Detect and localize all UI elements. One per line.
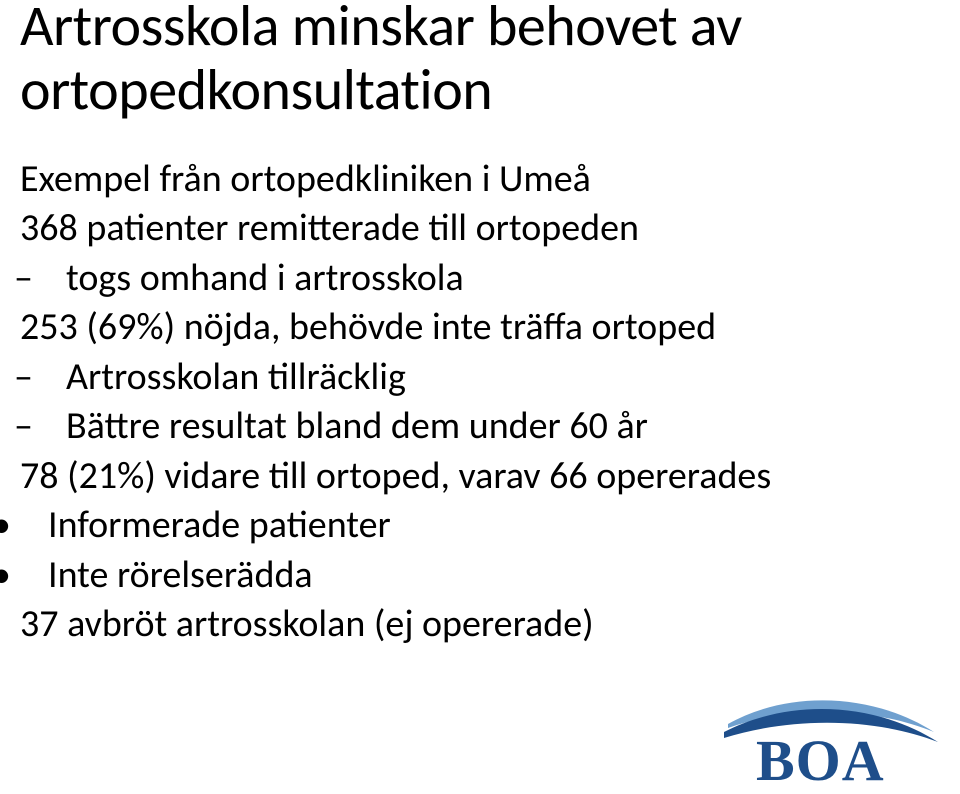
body-line-nojda: 253 (69%) nöjda, behövde inte träffa ort… bbox=[20, 304, 940, 352]
bullet-inte-rorel: Inte rörelserädda bbox=[20, 552, 940, 600]
boa-logo: BOA bbox=[720, 694, 940, 784]
logo-text: BOA bbox=[756, 728, 885, 784]
body-line-vidare: 78 (21%) vidare till ortoped, varav 66 o… bbox=[20, 453, 940, 501]
body-line-avbrot: 37 avbröt artrosskolan (ej opererade) bbox=[20, 601, 940, 649]
slide-title: Artrosskola minskar behovet av ortopedko… bbox=[20, 0, 940, 122]
bullet-informerade: Informerade patienter bbox=[20, 502, 940, 550]
sub-line-tillracklig: Artrosskolan tillräcklig bbox=[20, 354, 940, 402]
body-line-patients: 368 patienter remitterade till ortopeden bbox=[20, 205, 940, 253]
slide: Artrosskola minskar behovet av ortopedko… bbox=[0, 0, 960, 788]
boa-logo-svg: BOA bbox=[720, 694, 940, 784]
sub-line-battre: Bättre resultat bland dem under 60 år bbox=[20, 403, 940, 451]
sub-line-togs: togs omhand i artrosskola bbox=[20, 255, 940, 303]
body-line-intro: Exempel från ortopedkliniken i Umeå bbox=[20, 156, 940, 204]
